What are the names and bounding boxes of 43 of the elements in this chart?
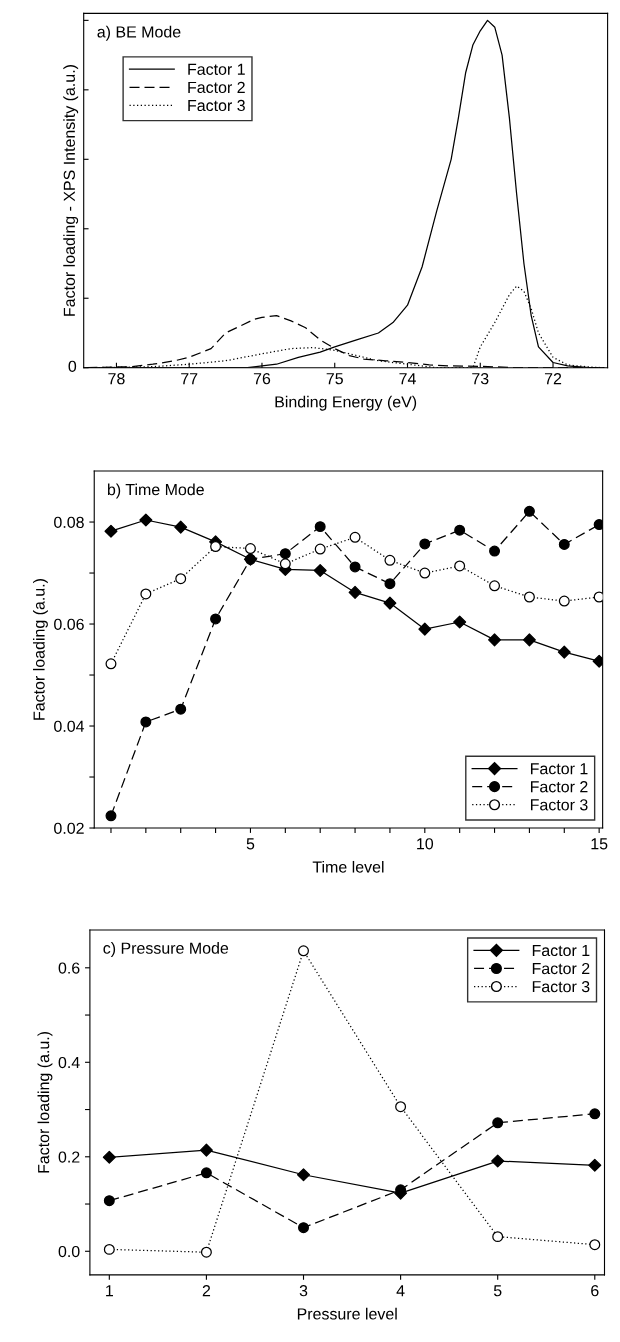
x-tick-label: 10 xyxy=(417,838,434,850)
text: b) Time Mode xyxy=(107,483,204,499)
chart-title: a) BE Mode xyxy=(97,25,181,41)
y-axis-title: Factor loading (a.u.) xyxy=(37,1031,53,1173)
y-tick-label: 0.04 xyxy=(54,720,85,732)
x-tick-label: 6 xyxy=(591,1285,599,1297)
x-axis-title: Pressure level xyxy=(297,1307,397,1320)
x-tick-label: 4 xyxy=(396,1285,405,1297)
x-tick-label: 76 xyxy=(253,372,271,385)
x-axis-title: Time level xyxy=(312,860,384,873)
x-tick-label: 1 xyxy=(106,1285,113,1297)
legend-label: Factor 2 xyxy=(188,81,245,94)
x-tick-label: 5 xyxy=(493,1285,502,1297)
legend-label: Factor 2 xyxy=(532,962,590,975)
x-tick-label: 74 xyxy=(399,373,416,385)
x-axis-title: Binding Energy (eV) xyxy=(275,395,417,411)
x-tick-label: 5 xyxy=(246,838,255,850)
legend-label: Factor 2 xyxy=(530,781,588,793)
y-tick-label: 0.08 xyxy=(54,516,84,528)
legend-label: Factor 3 xyxy=(188,99,245,112)
text: c) Pressure Mode xyxy=(103,942,229,957)
x-tick-label: 75 xyxy=(326,373,343,385)
y-tick-label: 0.4 xyxy=(58,1056,80,1069)
legend-label: Factor 3 xyxy=(532,980,590,993)
y-tick-label: 0.6 xyxy=(58,962,80,974)
legend-label: Factor 1 xyxy=(530,763,588,775)
legend-label: Factor 3 xyxy=(530,799,588,811)
y-axis-title: Factor loading - XPS Intensity (a.u.) xyxy=(63,65,79,316)
y-tick-label: 0.0 xyxy=(58,1245,80,1258)
y-axis-title: Factor loading (a.u.) xyxy=(32,579,48,720)
text: 0 xyxy=(68,360,77,372)
x-tick-label: 3 xyxy=(299,1285,308,1297)
y-tick-label: 0.02 xyxy=(54,822,84,834)
x-tick-label: 73 xyxy=(472,372,489,385)
x-tick-label: 77 xyxy=(181,373,198,385)
x-tick-label: 72 xyxy=(544,372,562,385)
legend-label: Factor 1 xyxy=(188,63,245,75)
x-tick-label: 2 xyxy=(202,1285,211,1297)
y-tick-label: 0.06 xyxy=(54,618,84,630)
x-tick-label: 15 xyxy=(591,838,608,850)
x-tick-label: 78 xyxy=(108,372,125,385)
legend-label: Factor 1 xyxy=(532,944,590,957)
y-tick-label: 0.2 xyxy=(58,1151,80,1163)
